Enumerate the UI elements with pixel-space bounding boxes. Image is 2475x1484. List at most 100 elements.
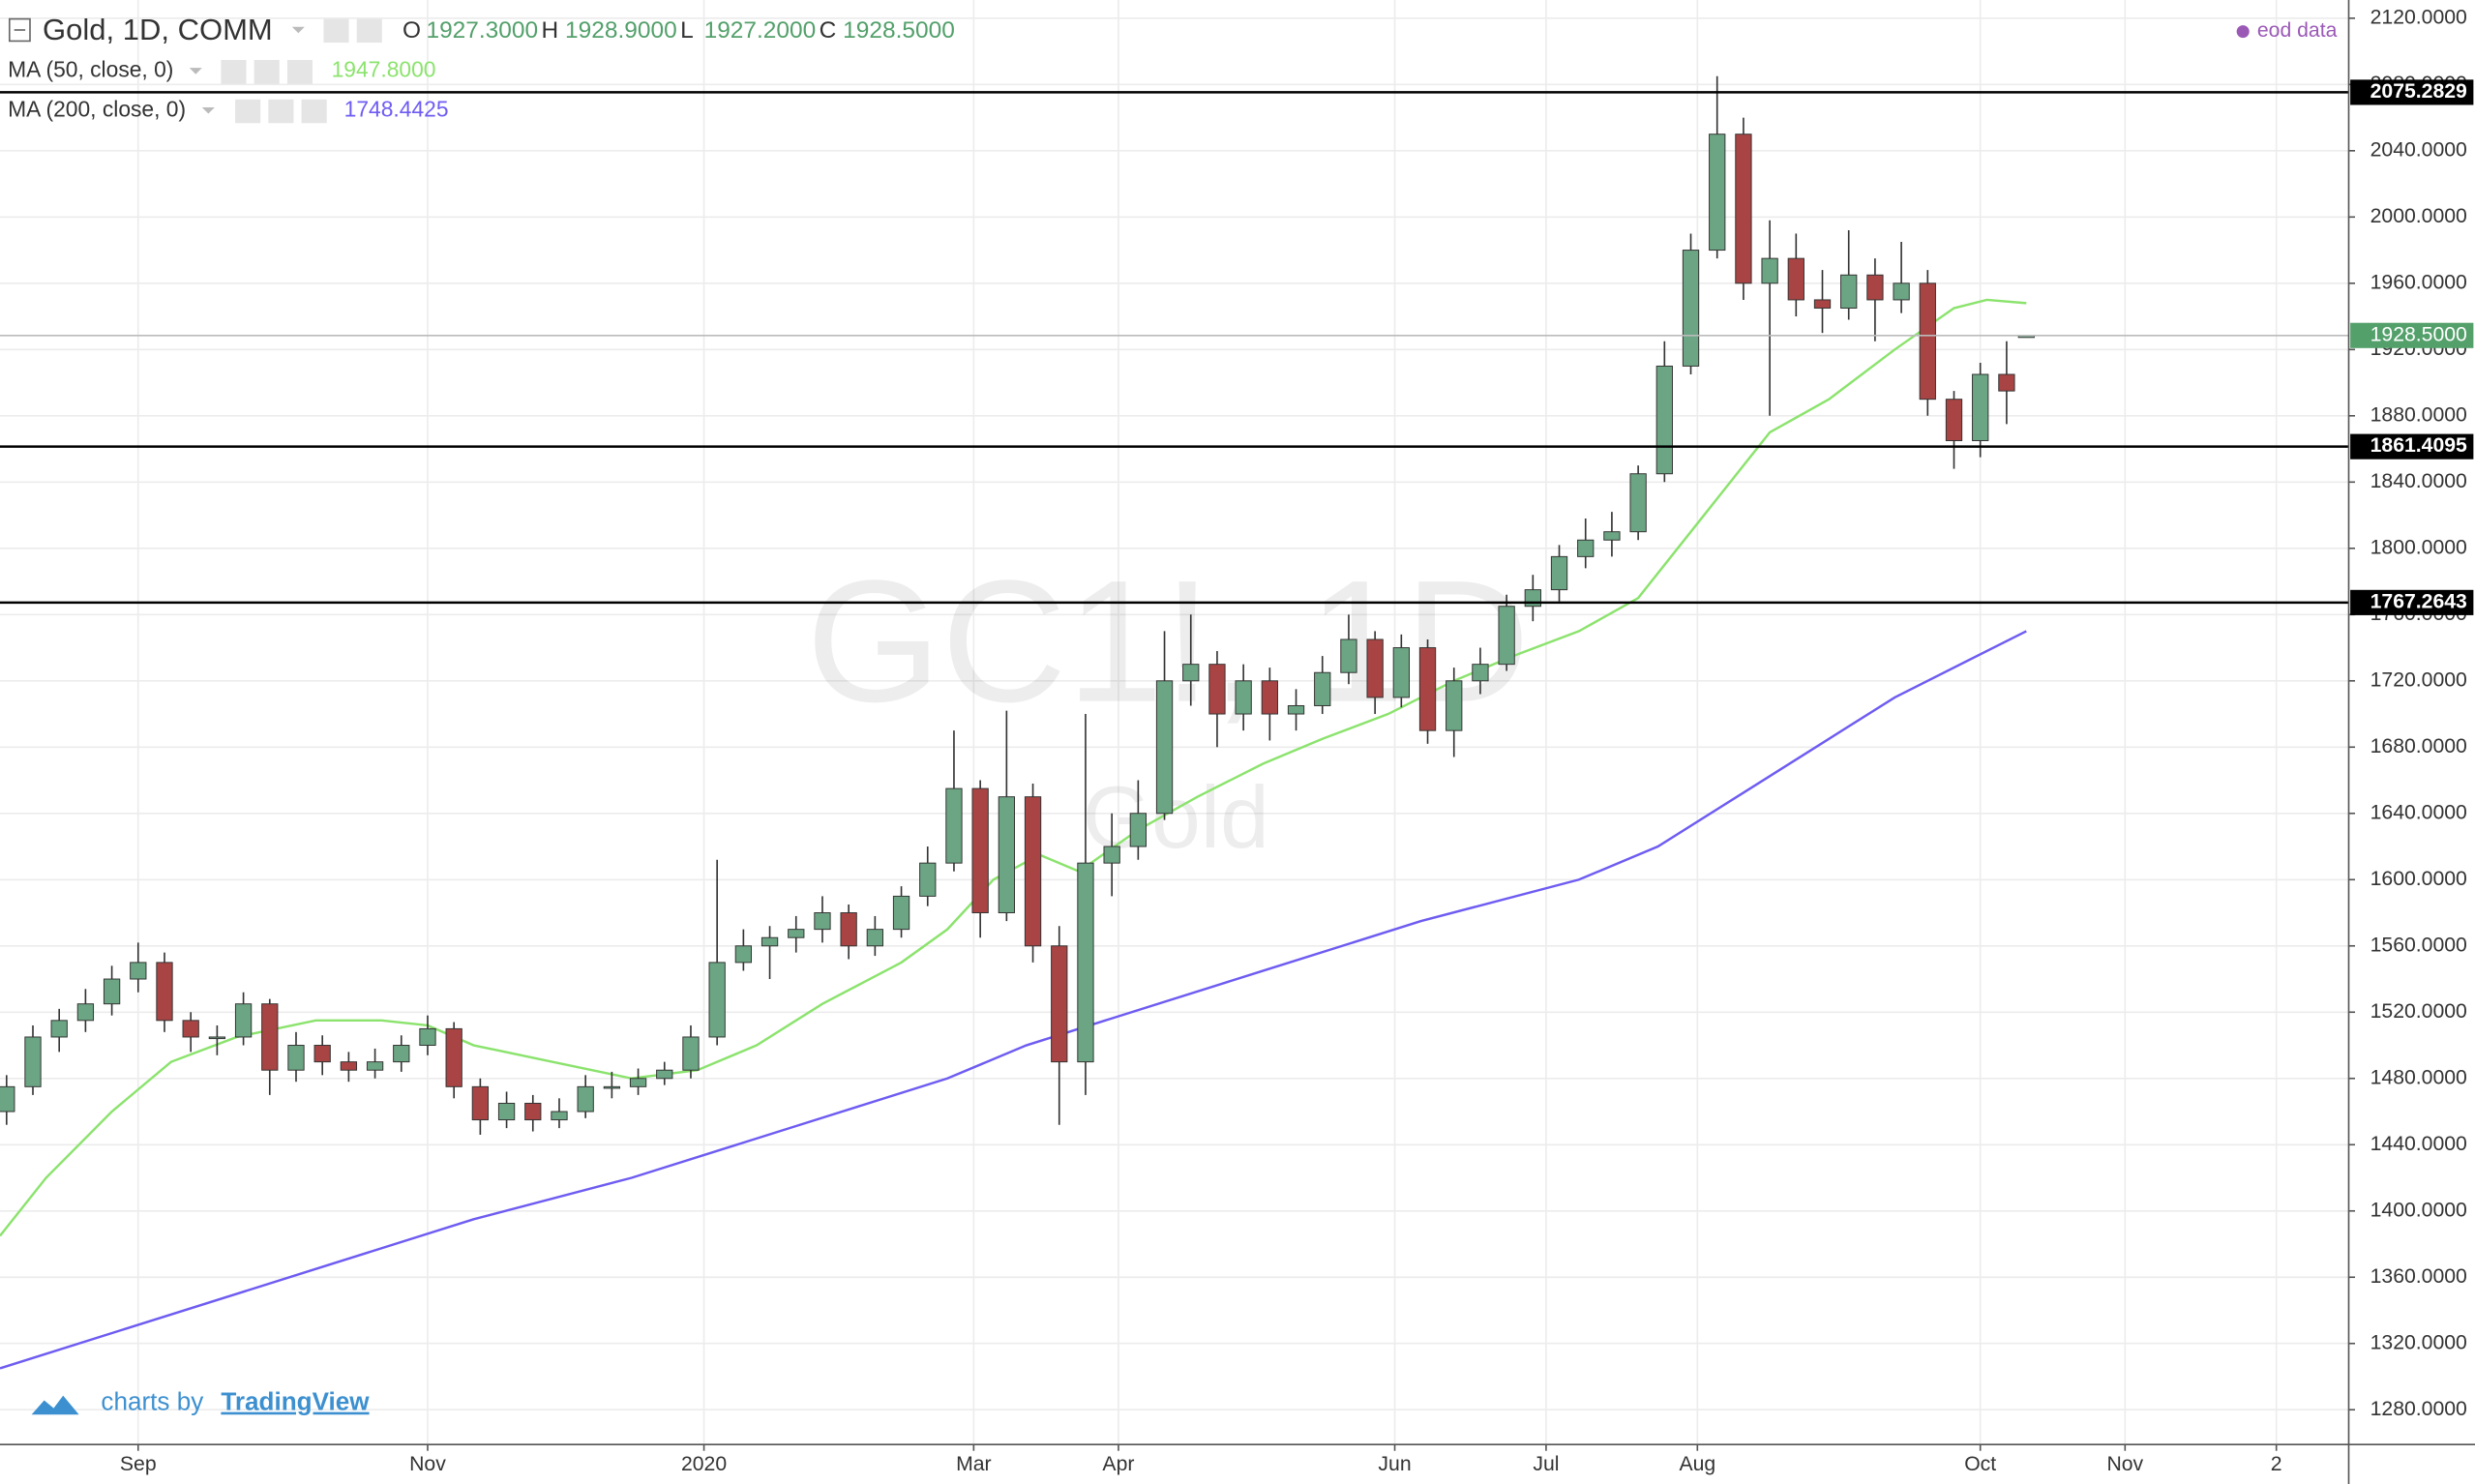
y-tick-label: 2120.0000: [2371, 6, 2467, 28]
ohlc-value: 1928.5000: [843, 17, 955, 44]
eye-button[interactable]: [323, 18, 349, 44]
candle-body: [1813, 299, 1832, 309]
candle-body: [1392, 647, 1410, 698]
candle-body: [103, 978, 121, 1005]
candle-body: [366, 1061, 384, 1071]
legend-value: 1748.4425: [344, 96, 449, 121]
candle-body: [708, 962, 726, 1038]
candle-body: [340, 1061, 358, 1071]
axes: 1280.0000 1320.0000 1360.0000 1400.0000 1440…: [120, 6, 2474, 1475]
candle-body: [682, 1036, 700, 1071]
collapse-icon[interactable]: [8, 17, 31, 43]
tradingview-logo: [31, 1395, 79, 1415]
candle-body: [1024, 796, 1042, 947]
ohlc-name: L: [680, 17, 694, 44]
settings-button[interactable]: [268, 99, 294, 124]
candle-body: [919, 862, 937, 897]
dropdown-arrow[interactable]: [201, 106, 215, 114]
ohlc-value: 1927.2000: [704, 17, 817, 44]
candle-body: [1655, 365, 1673, 475]
candle-body: [1366, 638, 1384, 698]
x-tick-label: Mar: [956, 1453, 992, 1475]
remove-button[interactable]: [301, 99, 327, 124]
candle-body: [0, 1085, 15, 1113]
candle-body: [760, 936, 779, 947]
candle-body: [577, 1085, 594, 1113]
candle-body: [629, 1078, 647, 1087]
attribution-link[interactable]: TradingView: [221, 1387, 370, 1416]
candle-body: [1866, 274, 1884, 301]
ma-line: [0, 298, 2027, 1237]
candle-body: [1182, 664, 1200, 682]
candle-body: [998, 796, 1016, 914]
source-dot: [2236, 25, 2250, 39]
candle-body: [313, 1045, 331, 1063]
ohlc-name: O: [403, 17, 421, 44]
candle-body: [603, 1085, 621, 1089]
x-tick-label: 2020: [681, 1453, 727, 1475]
dropdown-arrow[interactable]: [189, 68, 202, 74]
candle-body: [50, 1020, 68, 1038]
y-tick-label: 1680.0000: [2371, 735, 2467, 757]
candle-body: [945, 787, 963, 864]
level-label: 2075.2829: [2371, 80, 2467, 103]
remove-button[interactable]: [286, 60, 313, 84]
candle-body: [393, 1045, 410, 1063]
grid: [0, 0, 2349, 1445]
x-tick-label: Jul: [1533, 1453, 1559, 1475]
candle-body: [1077, 862, 1094, 1063]
symbol-title: Gold, 1D, COMM: [43, 13, 273, 46]
legend: O 1927.3000 H 1928.9000 L 1927.2000 C 1928.5000…: [8, 17, 955, 121]
candle-body: [1472, 664, 1489, 682]
ohlc-name: H: [542, 17, 559, 44]
y-tick-label: 1720.0000: [2371, 668, 2467, 691]
y-tick-label: 1840.0000: [2371, 470, 2467, 492]
eye-button[interactable]: [235, 99, 261, 124]
y-tick-label: 1640.0000: [2371, 801, 2467, 823]
y-tick-label: 1960.0000: [2371, 271, 2467, 293]
settings-button[interactable]: [356, 18, 382, 44]
y-tick-label: 1800.0000: [2371, 536, 2467, 558]
candle-body: [1314, 671, 1331, 706]
y-tick-label: 1360.0000: [2371, 1265, 2467, 1288]
level-label: 1861.4095: [2371, 434, 2467, 457]
candle-body: [287, 1045, 305, 1071]
x-tick-label: Nov: [409, 1453, 446, 1475]
ohlc-value: 1927.3000: [426, 17, 538, 44]
candle-body: [419, 1027, 436, 1047]
plot: [0, 75, 2349, 1370]
level-label-box: [2350, 589, 2474, 615]
y-tick-label: 1280.0000: [2371, 1398, 2467, 1420]
dropdown-arrow[interactable]: [291, 26, 305, 34]
candle-body: [182, 1020, 199, 1038]
legend-entry: MA (50, close, 0): [8, 56, 173, 81]
candle-body: [76, 1003, 95, 1022]
candle-body: [788, 929, 805, 938]
candle-body: [1629, 473, 1647, 533]
eye-button[interactable]: [221, 60, 247, 84]
candle-body: [1972, 373, 1989, 441]
candle-body: [866, 929, 884, 947]
candle-body: [971, 787, 989, 914]
x-tick-label: Aug: [1679, 1453, 1715, 1475]
level-label-box: [2350, 79, 2474, 105]
candle-body: [1129, 813, 1147, 847]
settings-button[interactable]: [253, 60, 280, 84]
y-tick-label: 1440.0000: [2371, 1133, 2467, 1155]
ma-line: [0, 630, 2027, 1370]
candle-body: [24, 1036, 42, 1087]
candle-body: [1893, 282, 1910, 301]
candle-body: [656, 1069, 673, 1080]
y-tick-label: 1880.0000: [2371, 403, 2467, 426]
y-tick-label: 1600.0000: [2371, 868, 2467, 890]
x-tick-label: Nov: [2106, 1453, 2143, 1475]
candle-body: [1287, 704, 1305, 715]
candle-body: [1919, 282, 1936, 401]
level-label: 1767.2643: [2371, 590, 2467, 612]
x-tick-label: 2: [2271, 1453, 2282, 1475]
ohlc-name: C: [820, 17, 837, 44]
candle-body: [551, 1111, 568, 1121]
x-tick-label: Sep: [120, 1453, 157, 1475]
level-label-box: [2350, 433, 2474, 460]
